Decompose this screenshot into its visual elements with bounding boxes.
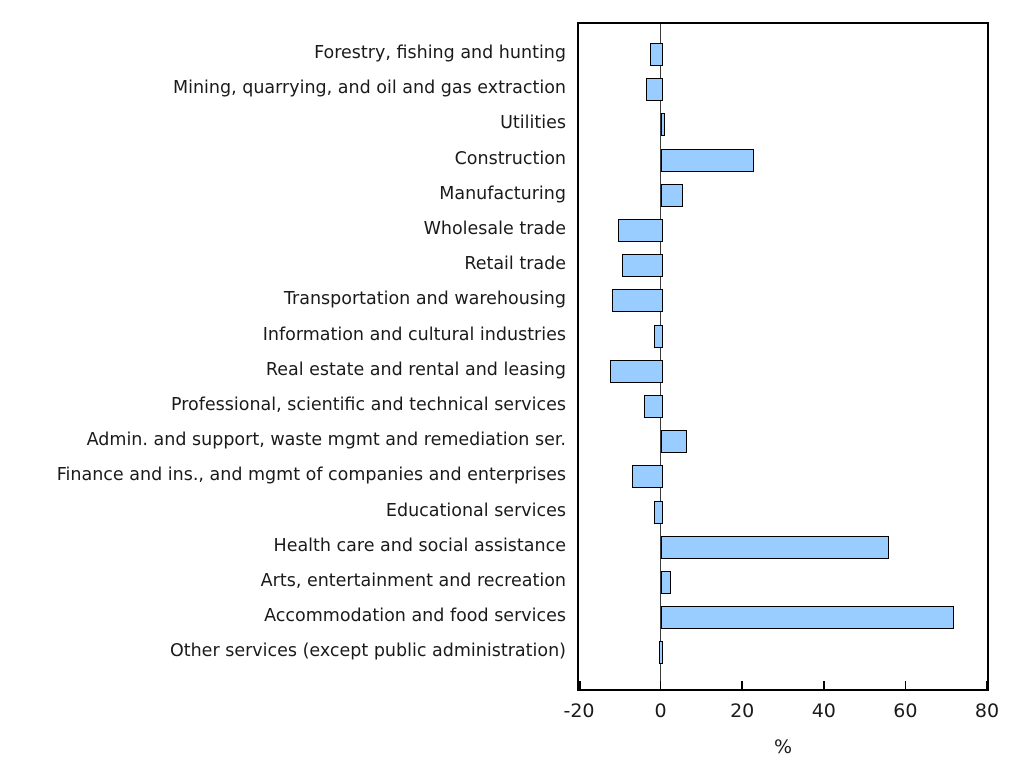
category-label: Other services (except public administra… (169, 641, 566, 662)
bar (650, 43, 663, 66)
zero-line (659, 24, 662, 689)
category-label: Transportation and warehousing (283, 289, 566, 310)
bar (621, 254, 663, 278)
bar (644, 395, 663, 418)
bar (660, 113, 665, 137)
category-label: Wholesale trade (423, 219, 566, 239)
x-tick-mark (741, 681, 743, 689)
x-tick-label: 60 (893, 700, 918, 722)
bar (659, 641, 663, 665)
category-label: Construction (454, 148, 566, 169)
category-label: Forestry, fishing and hunting (314, 43, 566, 63)
plot-area (577, 22, 989, 691)
bar (632, 465, 663, 489)
bar (609, 359, 663, 383)
x-tick-mark (659, 681, 662, 689)
bar (654, 500, 663, 524)
x-tick-label: 0 (654, 700, 667, 722)
category-label: Retail trade (464, 254, 566, 275)
x-tick-label: 20 (730, 700, 755, 722)
x-tick-mark (904, 681, 907, 689)
category-label: Information and cultural industries (262, 324, 566, 345)
bar (660, 148, 755, 172)
bar (660, 430, 688, 454)
bar (660, 183, 683, 207)
category-label: Health care and social assistance (273, 535, 566, 556)
category-label: Manufacturing (439, 183, 566, 204)
x-tick-label: 80 (974, 700, 1000, 722)
category-label: Mining, quarrying, and oil and gas extra… (172, 78, 566, 99)
x-axis-title: % (773, 736, 793, 758)
bar (654, 324, 663, 348)
category-label: Real estate and rental and leasing (265, 359, 566, 380)
x-tick-mark (985, 681, 987, 689)
category-label: Educational services (385, 500, 566, 521)
x-tick-mark (823, 681, 825, 689)
category-label: Professional, scientific and technical s… (170, 395, 566, 415)
category-label: Utilities (500, 113, 566, 134)
bar (660, 535, 890, 559)
category-label: Admin. and support, waste mgmt and remed… (86, 430, 566, 451)
bar (617, 219, 663, 242)
category-label: Arts, entertainment and recreation (260, 571, 566, 591)
bar (660, 606, 955, 630)
bar (660, 571, 671, 594)
x-tick-label: 40 (811, 700, 836, 722)
category-label: Accommodation and food services (264, 606, 566, 627)
x-tick-label: -20 (563, 700, 595, 722)
category-label: Finance and ins., and mgmt of companies … (56, 465, 566, 486)
bar (611, 289, 663, 313)
x-tick-mark (579, 681, 581, 689)
bar (646, 78, 663, 102)
